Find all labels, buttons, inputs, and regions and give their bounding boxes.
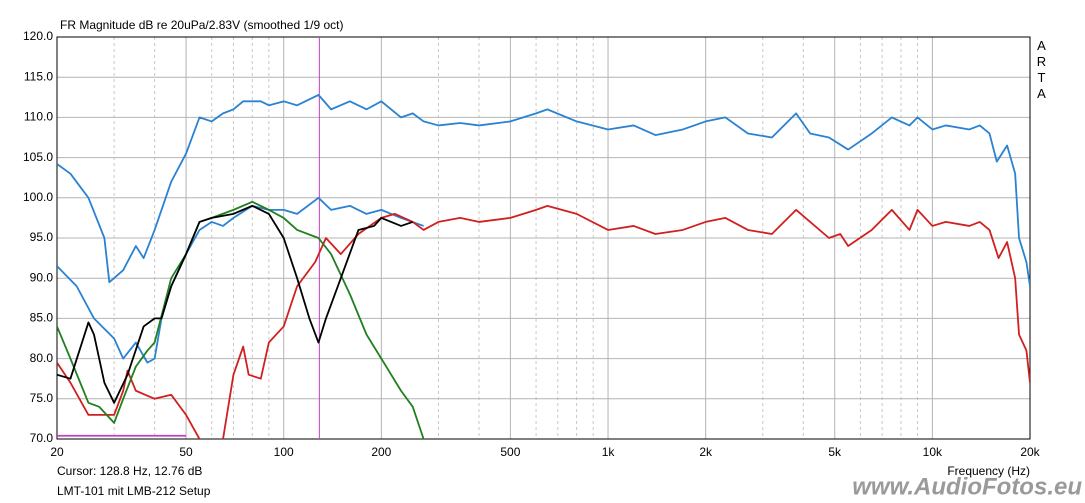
cursor-label: Cursor: 128.8 Hz, 12.76 dB (57, 464, 202, 478)
y-tick-label: 85.0 (30, 311, 54, 325)
x-tick-label: 5k (828, 445, 842, 459)
x-tick-label: 2k (699, 445, 713, 459)
watermark: www.AudioFotos.eu (852, 473, 1082, 500)
y-tick-label: 100.0 (23, 190, 53, 204)
series-line (57, 204, 1030, 439)
plot-frame (56, 36, 1031, 440)
x-tick-label: 500 (500, 445, 520, 459)
series-line (57, 93, 1030, 287)
x-tick-label: 100 (274, 445, 294, 459)
y-tick-label: 110.0 (24, 110, 53, 124)
y-tick-label: 115.0 (24, 69, 53, 83)
x-tick-label: 200 (371, 445, 391, 459)
series-line (57, 200, 425, 439)
y-tick-label: 80.0 (30, 351, 54, 365)
series-line (57, 196, 424, 364)
y-tick-label: 105.0 (23, 150, 53, 164)
x-axis-label: Frequency (Hz) (947, 464, 1030, 478)
x-tick-label: 20 (50, 445, 64, 459)
x-tick-label: 20k (1020, 445, 1040, 459)
x-tick-label: 10k (923, 445, 943, 459)
chart-title: FR Magnitude dB re 20uPa/2.83V (smoothed… (60, 18, 344, 32)
y-tick-label: 70.0 (30, 431, 54, 445)
y-tick-label: 120.0 (23, 29, 53, 43)
y-tick-label: 95.0 (30, 230, 54, 244)
setup-label: LMT-101 mit LMB-212 Setup (57, 484, 211, 498)
side-label: ARTA (1034, 38, 1049, 102)
series-line (57, 204, 414, 404)
y-tick-label: 90.0 (30, 270, 54, 284)
x-tick-label: 1k (602, 445, 616, 459)
plot-area (57, 37, 1030, 439)
y-tick-label: 75.0 (30, 391, 54, 405)
x-tick-label: 50 (179, 445, 193, 459)
